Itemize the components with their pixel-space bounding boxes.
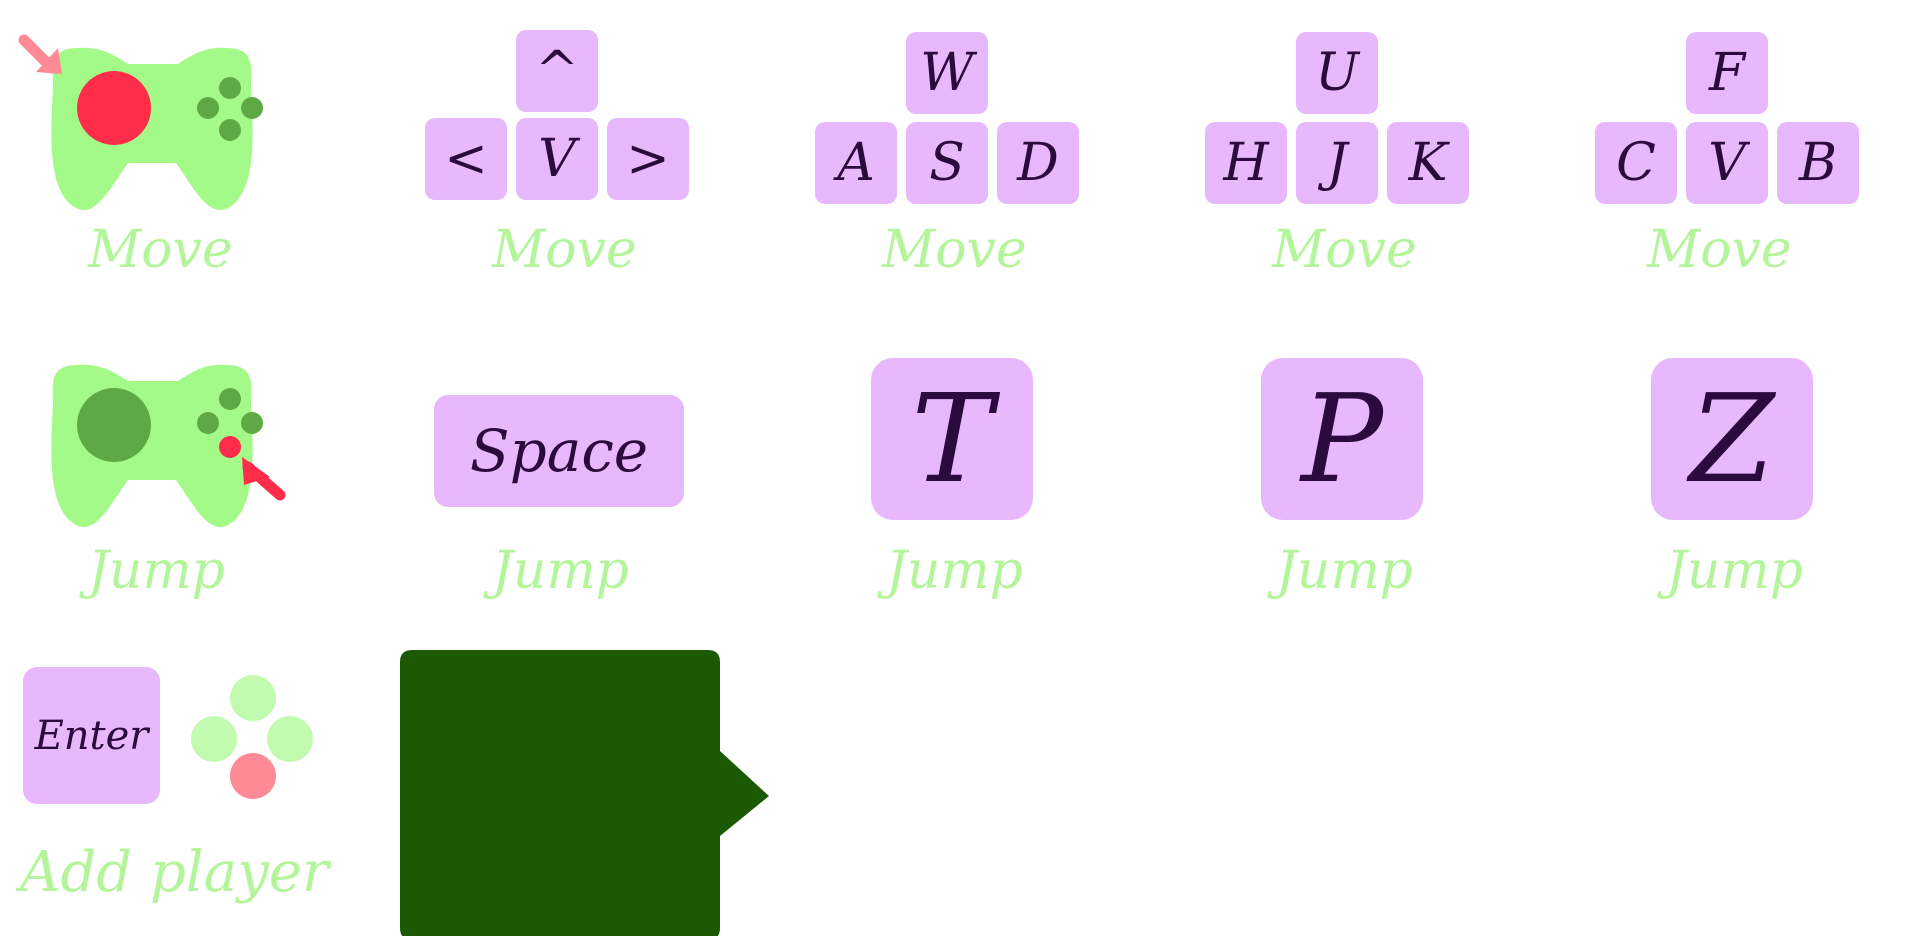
- move-label: Move: [1272, 220, 1417, 280]
- wasd-keys-group: W A S D Move: [815, 32, 1080, 277]
- k-key: K: [1387, 122, 1469, 204]
- speech-bubble-panel: [400, 650, 769, 936]
- gamepad-left-stick-icon: [18, 34, 263, 210]
- space-key: Space: [434, 395, 684, 507]
- z-key: Z: [1651, 358, 1813, 520]
- jump-label: Jump: [492, 541, 629, 601]
- fcvb-keys-group: F C V B Move: [1595, 32, 1860, 277]
- arrow-right-key: >: [607, 118, 689, 200]
- gamepad-jump-group: Jump: [18, 345, 288, 615]
- gamepad-button-icon: [51, 364, 286, 527]
- add-player-label: Add player: [20, 840, 329, 905]
- arrow-down-key: V: [516, 118, 598, 200]
- t-key: T: [871, 358, 1033, 520]
- p-key: P: [1261, 358, 1423, 520]
- pointer-arrow-icon: [242, 457, 286, 501]
- arrow-left-key: <: [425, 118, 507, 200]
- gamepad-move-group: Move: [18, 28, 288, 280]
- jump-label: Jump: [886, 541, 1023, 601]
- f-key: F: [1686, 32, 1768, 114]
- arrow-up-key: ^: [516, 30, 598, 112]
- move-label: Move: [88, 220, 233, 280]
- u-key: U: [1296, 32, 1378, 114]
- jump-label: Jump: [88, 541, 225, 601]
- move-label: Move: [882, 220, 1027, 280]
- v-key: V: [1686, 122, 1768, 204]
- c-key: C: [1595, 122, 1677, 204]
- b-key: B: [1777, 122, 1859, 204]
- pointer-arrow-icon: [18, 34, 62, 74]
- move-label: Move: [492, 220, 637, 280]
- d-key: D: [997, 122, 1079, 204]
- jump-label: Jump: [1666, 541, 1803, 601]
- move-label: Move: [1647, 220, 1792, 280]
- uhjk-keys-group: U H J K Move: [1205, 32, 1470, 277]
- gamepad-face-buttons-icon: [191, 675, 313, 799]
- a-key: A: [815, 122, 897, 204]
- jump-label: Jump: [1276, 541, 1413, 601]
- enter-key: Enter: [23, 667, 160, 804]
- h-key: H: [1205, 122, 1287, 204]
- s-key: S: [906, 122, 988, 204]
- w-key: W: [906, 32, 988, 114]
- arrow-keys-group: ^ < V > Move: [425, 30, 690, 280]
- j-key: J: [1296, 122, 1378, 204]
